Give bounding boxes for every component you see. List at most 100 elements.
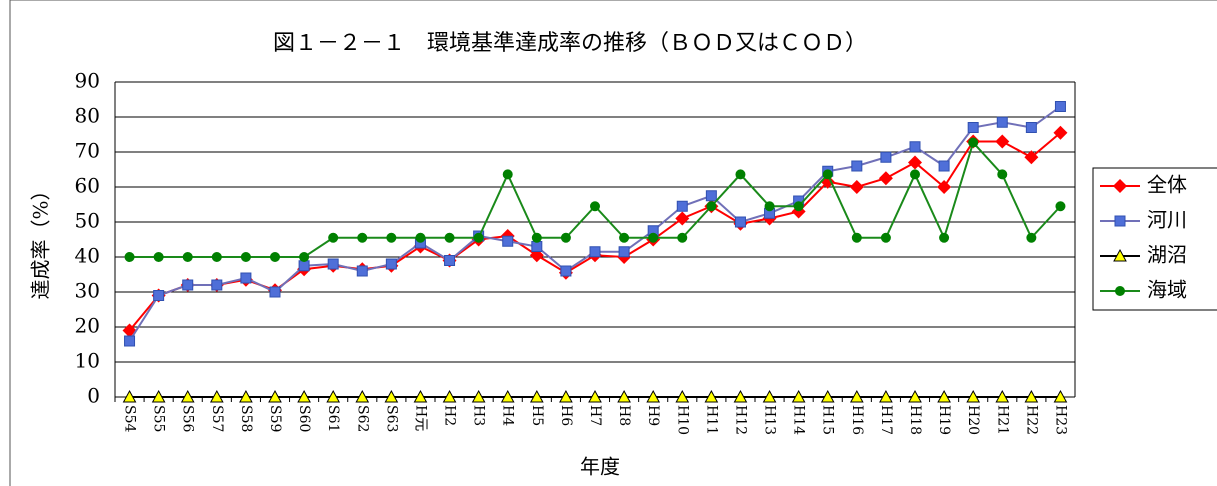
marker	[967, 122, 979, 133]
marker	[938, 160, 950, 172]
x-tick-label: H7	[587, 405, 603, 426]
x-tick-label: S57	[209, 405, 225, 432]
marker	[1024, 150, 1039, 165]
marker	[442, 389, 457, 403]
marker	[182, 252, 193, 262]
marker	[705, 190, 717, 202]
marker	[820, 389, 835, 403]
marker	[733, 389, 748, 403]
marker	[762, 389, 777, 403]
marker	[849, 180, 864, 194]
x-tick-label: H9	[645, 405, 661, 426]
marker	[996, 116, 1008, 128]
marker	[851, 160, 863, 172]
marker	[851, 232, 862, 243]
legend-box	[1092, 167, 1217, 311]
x-tick-label: H18	[907, 405, 923, 435]
marker	[124, 252, 135, 262]
marker	[471, 389, 486, 403]
marker	[500, 389, 515, 403]
x-tick-label: H15	[820, 405, 836, 435]
marker	[180, 389, 195, 403]
marker	[878, 171, 893, 186]
marker	[791, 389, 806, 403]
marker	[646, 389, 661, 403]
marker	[326, 389, 341, 403]
marker	[880, 151, 892, 163]
series-line	[128, 105, 1062, 342]
marker	[676, 200, 688, 212]
marker	[297, 389, 311, 403]
x-axis-label: 年度	[580, 455, 620, 479]
marker	[793, 201, 804, 212]
marker	[995, 134, 1010, 149]
x-tick-label: H8	[616, 405, 632, 426]
marker	[531, 232, 542, 243]
marker	[357, 232, 368, 243]
marker	[413, 389, 428, 403]
marker	[588, 389, 602, 403]
marker	[1054, 101, 1066, 112]
y-tick-label: 80	[75, 104, 100, 128]
series-line	[129, 140, 1062, 258]
marker	[182, 279, 194, 291]
marker	[908, 389, 922, 403]
marker	[735, 169, 746, 180]
x-tick-label: H5	[529, 405, 545, 426]
x-tick-label: H2	[442, 405, 458, 426]
marker	[880, 232, 891, 243]
x-tick-label: H19	[936, 405, 952, 435]
marker	[706, 201, 717, 212]
legend-label: 全体	[1147, 173, 1187, 197]
marker	[240, 252, 251, 262]
marker	[617, 389, 631, 403]
marker	[327, 258, 339, 270]
marker	[473, 232, 484, 243]
marker	[968, 137, 979, 148]
x-tick-label: H元	[412, 405, 428, 431]
x-tick-label: H3	[471, 405, 487, 426]
marker	[677, 232, 688, 243]
x-tick-label: H11	[703, 405, 719, 435]
x-tick-label: S56	[180, 405, 196, 432]
marker	[124, 335, 136, 347]
y-tick-label: 90	[75, 69, 100, 93]
marker	[560, 232, 571, 243]
y-tick-label: 60	[75, 174, 100, 198]
x-tick-label: H14	[791, 405, 807, 435]
y-tick-label: 40	[75, 244, 100, 268]
x-tick-label: S54	[122, 405, 138, 432]
marker	[1053, 125, 1068, 140]
x-tick-label: H23	[1052, 405, 1068, 435]
y-tick-label: 50	[75, 209, 100, 233]
marker	[240, 272, 252, 284]
legend-label: 河川	[1147, 208, 1187, 232]
marker	[269, 286, 281, 298]
x-tick-label: H22	[1023, 405, 1039, 435]
marker	[1053, 389, 1068, 403]
x-tick-label: S55	[151, 405, 167, 432]
marker	[298, 260, 310, 272]
x-tick-label: S61	[325, 405, 341, 432]
marker	[879, 389, 893, 403]
marker	[675, 211, 690, 226]
y-tick-label: 70	[75, 139, 100, 163]
marker	[822, 169, 833, 180]
marker	[268, 389, 282, 403]
marker	[589, 246, 601, 258]
legend-marker	[1115, 286, 1125, 296]
x-tick-label: H13	[762, 405, 778, 435]
marker	[939, 232, 950, 243]
marker	[966, 389, 981, 403]
marker	[1026, 232, 1037, 243]
x-tick-label: H21	[994, 405, 1010, 435]
marker	[1055, 201, 1066, 212]
x-tick-label: H16	[849, 405, 865, 435]
x-tick-label: H12	[732, 405, 748, 435]
marker	[211, 279, 223, 291]
marker	[618, 246, 630, 258]
x-tick-label: H4	[500, 405, 516, 426]
marker	[937, 180, 952, 194]
